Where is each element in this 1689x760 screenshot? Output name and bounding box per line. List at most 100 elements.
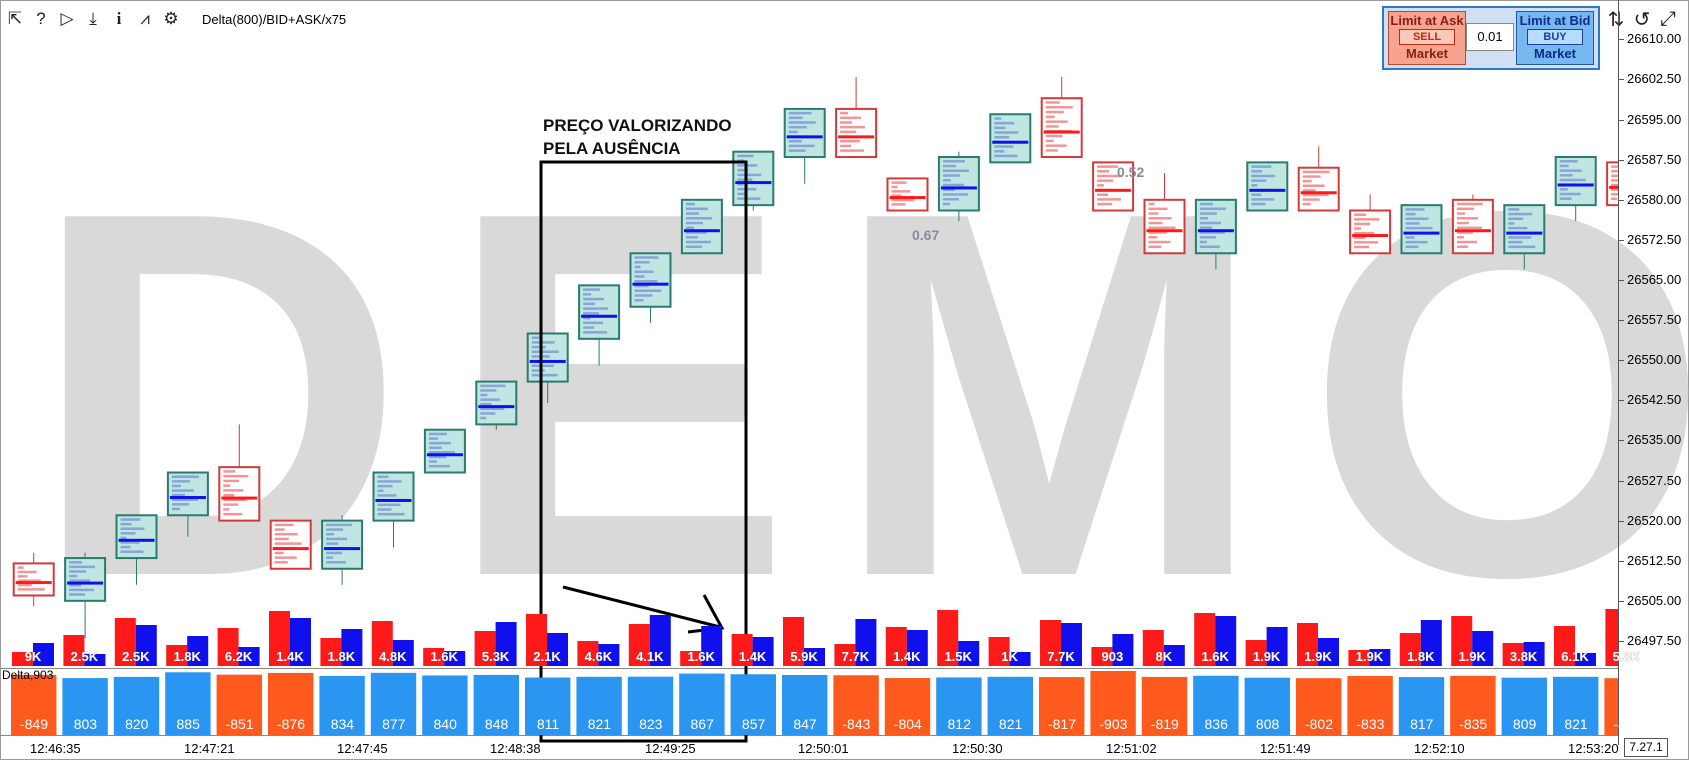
sell-button[interactable]: SELL [1399,29,1455,45]
info-icon[interactable]: i [116,9,122,28]
volume-label: 5.8K [1612,649,1641,664]
delta-bar [319,675,365,735]
point-of-control [118,538,155,542]
footprint-level [1611,197,1618,201]
point-of-control [67,581,104,585]
price-label: 26557.50 [1627,312,1682,328]
footprint-level [891,185,898,189]
footprint-level [942,160,965,163]
footprint-level [1251,193,1262,196]
footprint-level [69,584,82,587]
delta-value: -849 [19,716,49,732]
volume-label: 4.8K [379,649,407,664]
reset-icon[interactable]: ↺ [1633,8,1651,31]
price-tick [1618,360,1624,362]
point-of-control [375,498,412,502]
footprint-level [1302,189,1316,192]
bid-volume-bar [217,628,239,666]
delta-bar [987,676,1033,735]
footprint-level [1097,198,1122,201]
footprint-level [685,240,711,244]
footprint-level [583,302,596,306]
delta-bar [1039,677,1085,735]
footprint-level [1148,226,1176,230]
footprint-level [685,226,694,230]
footprint-level [480,412,496,415]
volume-label: 4.1K [636,649,664,664]
footprint-level [326,556,334,559]
footprint-level [1456,212,1465,215]
bid-volume-bar [1142,630,1164,666]
play-icon[interactable]: ▷ [60,9,74,28]
ask-volume-bar [392,640,414,666]
price-tick [1618,600,1624,602]
footprint-level [1405,240,1428,244]
price-label: 26610.00 [1627,31,1682,47]
delta-bar [1193,675,1239,735]
footprint-level [1559,197,1572,200]
annotation-line-2: PELA AUSÊNCIA [543,139,681,158]
footprint-level [1405,217,1429,221]
footprint-level [942,198,959,201]
footprint-chart[interactable]: 0.52 0.67 [0,0,1618,745]
volume-label: 5.3K [481,649,510,664]
ask-volume-bar [1266,627,1288,666]
footprint-level [1405,236,1415,239]
footprint-level [274,556,297,559]
delta-bar [833,675,879,735]
delta-value: 834 [330,716,355,732]
footprint-level [583,312,600,315]
point-of-control [735,181,772,185]
footprint-level [788,149,806,152]
footprint-level [1097,170,1110,173]
footprint-level [1045,115,1055,119]
delta-value: -833 [1356,716,1385,732]
delta-value: 867 [690,716,714,732]
ask-volume-bar [1523,642,1545,666]
footprint-level [1148,236,1158,239]
footprint-level [634,265,641,269]
footprint-level [1611,179,1618,182]
point-of-control [426,453,463,457]
expand-icon[interactable]: ⤢ [1660,7,1676,30]
footprint-level [1251,165,1272,168]
help-icon[interactable]: ? [36,9,46,28]
point-of-control [1506,231,1543,235]
price-label: 26580.00 [1627,191,1682,207]
limit-at-ask-button[interactable]: Limit at Ask [1390,13,1464,28]
footprint-level [120,522,132,526]
delta-value: 808 [1255,716,1280,732]
footprint-level [1097,193,1109,196]
buy-button[interactable]: BUY [1527,29,1583,45]
quantity-input[interactable]: 0.01 [1466,23,1514,51]
footprint-level [840,130,857,134]
footprint-level [583,326,595,329]
bid-volume-bar [1245,640,1267,666]
footprint-level [1508,212,1533,216]
download-icon[interactable]: ⤓ [89,9,97,28]
panel-divider-1 [0,668,1618,669]
limit-at-bid-button[interactable]: Limit at Bid [1519,13,1591,28]
footprint-level [1508,245,1536,249]
delta-value: 809 [1512,716,1537,732]
indicator-icon[interactable]: ⩘ [140,9,150,28]
footprint-level [223,512,243,516]
volume-label: 1.5K [944,649,972,664]
ratio-label: 0.67 [912,227,939,243]
footprint-level [428,451,455,454]
cursor-icon[interactable]: ⇱ [7,9,23,28]
price-axis[interactable] [1618,0,1689,745]
footprint-level [1354,227,1362,230]
delta-bar [216,674,262,735]
footprint-level [788,121,816,124]
footprint-level [737,192,748,196]
buy-market-button[interactable]: Market [1534,46,1576,61]
footprint-level [120,545,131,549]
price-label: 26535.00 [1627,432,1682,448]
gear-icon[interactable]: ⚙ [163,9,179,28]
sell-market-button[interactable]: Market [1406,46,1448,61]
volume-label: 2.5K [70,649,99,664]
scale-icon[interactable]: ⇅ [1607,8,1625,31]
footprint-level [840,144,852,148]
footprint-level [17,583,32,587]
